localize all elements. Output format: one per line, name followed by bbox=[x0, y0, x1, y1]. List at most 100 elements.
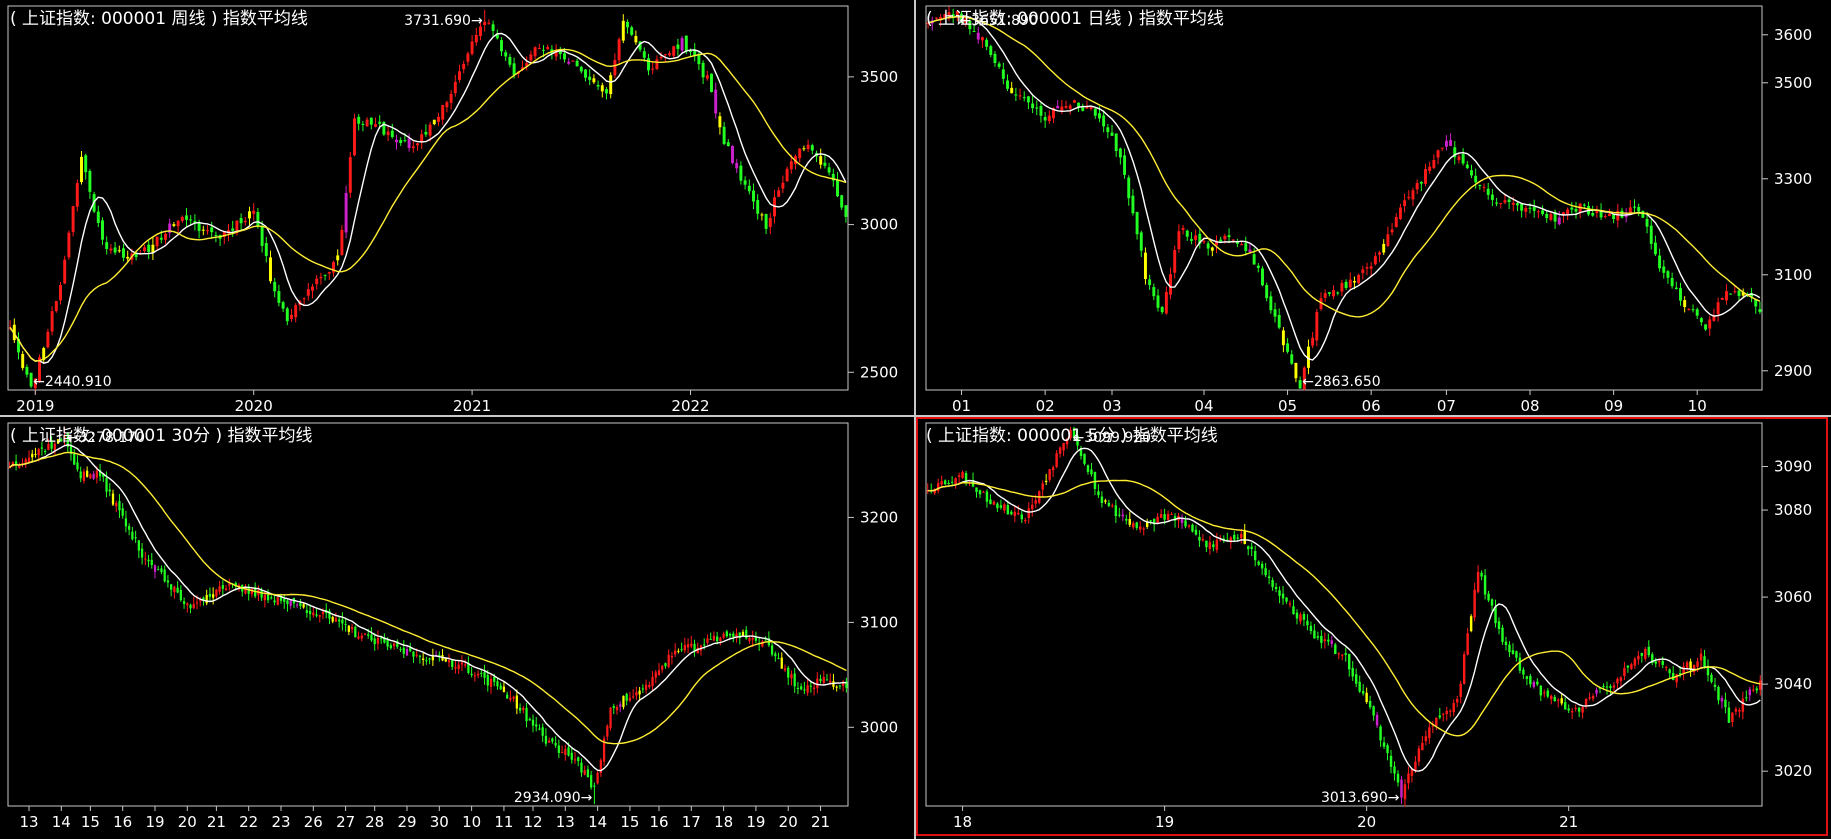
candle bbox=[1068, 103, 1072, 115]
candle-body bbox=[1525, 676, 1529, 679]
candle-body bbox=[1132, 523, 1135, 528]
plot-frame bbox=[925, 422, 1763, 807]
candle bbox=[1741, 691, 1745, 720]
candle-body bbox=[571, 60, 575, 62]
candle bbox=[1260, 561, 1264, 575]
candle-body bbox=[535, 724, 538, 727]
min30-chart-panel[interactable]: 3000 3100 3200 13 14 15 16 19 20 21 22 23 26 27 28 29 30… bbox=[0, 417, 914, 839]
candle bbox=[60, 437, 63, 442]
candle-body bbox=[168, 223, 172, 233]
candle bbox=[1570, 707, 1574, 720]
candle bbox=[215, 588, 218, 599]
candle-body bbox=[1273, 309, 1277, 317]
candle-body bbox=[25, 367, 29, 375]
candle-body bbox=[1591, 696, 1595, 699]
candle bbox=[1529, 673, 1532, 688]
candle-body bbox=[1661, 660, 1664, 665]
candle bbox=[1102, 110, 1106, 133]
candle bbox=[806, 679, 809, 696]
vertical-divider bbox=[914, 0, 916, 839]
candle bbox=[1449, 133, 1453, 146]
candle bbox=[1164, 286, 1168, 315]
x-tick-label: 10 bbox=[1688, 397, 1707, 415]
candle bbox=[722, 631, 725, 640]
candle bbox=[718, 112, 722, 135]
candle bbox=[1261, 266, 1264, 287]
candle bbox=[150, 553, 153, 569]
candle-body bbox=[1662, 266, 1666, 273]
candle bbox=[350, 623, 354, 634]
daily-panel-title: ( 上证指数: 000001 日线 ) 指数平均线 bbox=[926, 9, 1224, 29]
candle bbox=[1235, 238, 1239, 248]
candle bbox=[292, 597, 296, 608]
candle-body bbox=[1014, 94, 1018, 96]
candle-body bbox=[1135, 212, 1139, 235]
candle bbox=[1431, 721, 1435, 734]
candle-body bbox=[1265, 285, 1269, 299]
candle bbox=[1332, 285, 1336, 300]
candle-body bbox=[783, 668, 787, 671]
candle bbox=[1269, 291, 1273, 314]
candle bbox=[1118, 507, 1121, 518]
candle-body bbox=[1093, 108, 1097, 116]
candle bbox=[308, 604, 312, 621]
candle-body bbox=[1358, 681, 1361, 692]
candle-body bbox=[466, 53, 470, 62]
candle-body bbox=[189, 219, 193, 221]
candle-body bbox=[951, 14, 955, 17]
candle-body bbox=[474, 34, 478, 43]
candle-body bbox=[1528, 207, 1532, 209]
candle bbox=[407, 133, 411, 152]
candle bbox=[1382, 239, 1386, 256]
x-tick-label: 21 bbox=[1559, 813, 1578, 831]
candle-body bbox=[1612, 685, 1616, 688]
candle-body bbox=[1180, 517, 1184, 523]
candle-body bbox=[1086, 465, 1090, 472]
candle-body bbox=[1515, 651, 1518, 658]
daily-chart-panel[interactable]: 2900 3100 3300 3500 3600 01 02 03 04 05 06 07 08 09 10… bbox=[916, 0, 1831, 415]
candle bbox=[606, 724, 609, 741]
candle-body bbox=[634, 35, 638, 43]
candle-body bbox=[586, 769, 590, 778]
candle bbox=[137, 540, 140, 559]
candle bbox=[338, 615, 341, 628]
candle bbox=[76, 455, 79, 472]
weekly-chart-panel[interactable]: 2500 3000 3500 2019 2020 2021 2022 3731.690→ ←24… bbox=[0, 0, 914, 415]
min5-chart-panel[interactable]: 3020 3040 3060 3080 3090 18 19 20 21 ←3099.920 301… bbox=[916, 417, 1831, 839]
candle-body bbox=[483, 672, 486, 678]
candle-body bbox=[321, 611, 325, 615]
candle bbox=[1281, 327, 1285, 353]
candle-body bbox=[1623, 668, 1626, 676]
candle bbox=[437, 112, 440, 126]
candle-body bbox=[1210, 247, 1214, 251]
candle bbox=[221, 580, 224, 596]
candle-body bbox=[134, 252, 138, 258]
candle bbox=[79, 466, 82, 483]
candle bbox=[575, 58, 579, 67]
candle-body bbox=[1152, 518, 1156, 525]
candle-body bbox=[493, 676, 496, 682]
x-tick-label: 21 bbox=[811, 813, 830, 831]
candle bbox=[1699, 317, 1703, 326]
candle-body bbox=[412, 651, 415, 657]
candle bbox=[823, 155, 827, 169]
candle-body bbox=[1055, 453, 1058, 467]
candle-body bbox=[350, 627, 354, 630]
candle-body bbox=[150, 559, 153, 565]
candle-body bbox=[957, 475, 961, 477]
candle bbox=[1424, 730, 1428, 746]
candle bbox=[1495, 198, 1499, 207]
candle-body bbox=[1748, 689, 1752, 696]
candle bbox=[982, 490, 985, 493]
candle bbox=[1246, 545, 1250, 556]
candle-body bbox=[1738, 709, 1741, 712]
candle-body bbox=[157, 569, 160, 571]
candle-body bbox=[460, 662, 464, 665]
candle bbox=[760, 212, 764, 221]
candle bbox=[1003, 502, 1006, 514]
candle-body bbox=[1035, 107, 1039, 109]
